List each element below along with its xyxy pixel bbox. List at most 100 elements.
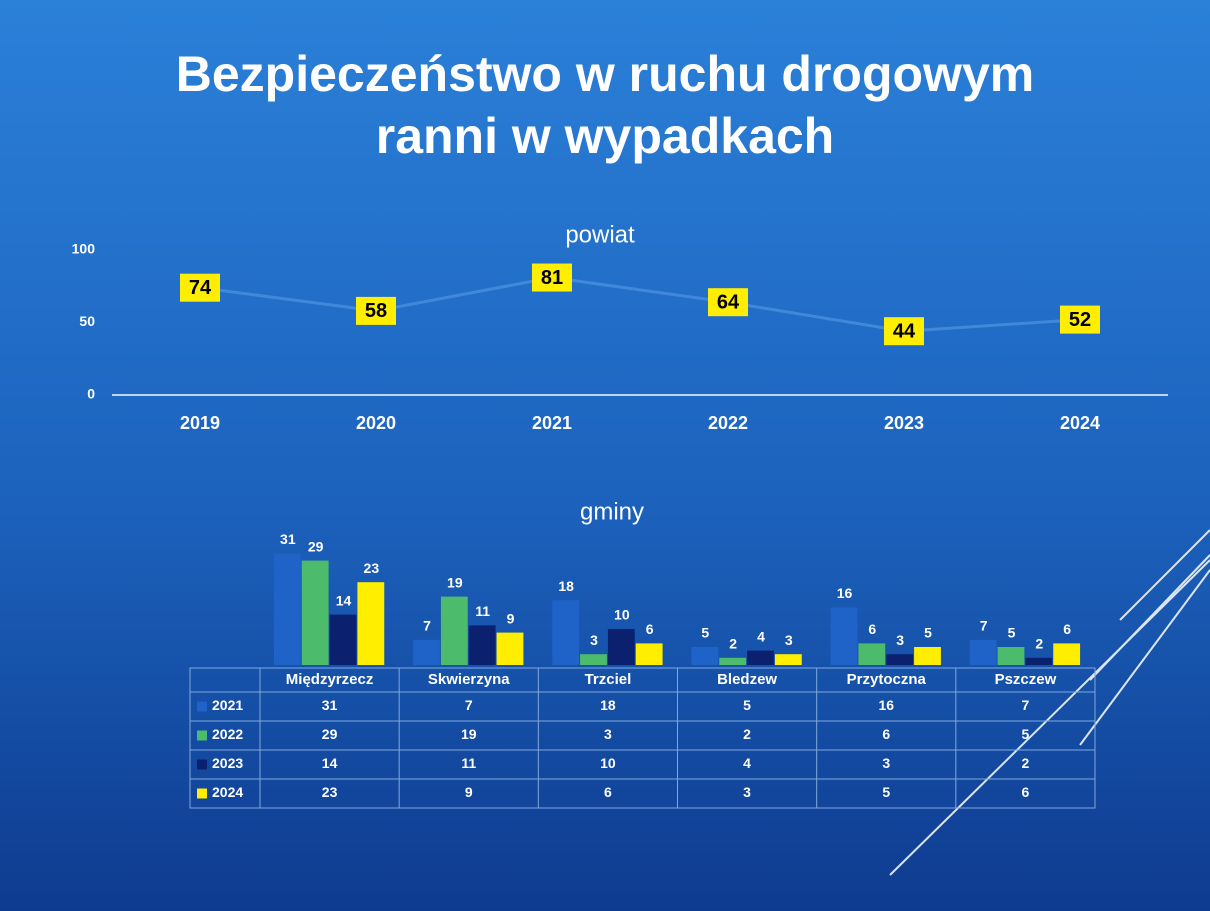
y-tick-label: 50 bbox=[79, 313, 95, 329]
chart-title: gminy bbox=[580, 498, 644, 525]
table-header: Bledzew bbox=[717, 671, 777, 688]
bar bbox=[969, 639, 997, 665]
data-label: 52 bbox=[1069, 309, 1091, 331]
bar bbox=[1025, 657, 1053, 665]
x-tick-label: 2024 bbox=[1060, 413, 1100, 433]
bar bbox=[580, 654, 607, 665]
y-tick-label: 0 bbox=[87, 386, 95, 402]
legend-swatch bbox=[197, 730, 207, 741]
data-label: 7 bbox=[980, 618, 988, 634]
slide-title: ranni w wypadkach bbox=[376, 108, 834, 164]
bar bbox=[607, 629, 635, 665]
table-header: Pszczew bbox=[995, 671, 1057, 688]
x-tick-label: 2020 bbox=[356, 413, 396, 433]
bar bbox=[691, 647, 719, 665]
x-tick-label: 2021 bbox=[532, 413, 572, 433]
table-cell: 3 bbox=[882, 755, 890, 771]
data-label: 7 bbox=[423, 618, 431, 634]
table-cell: 2 bbox=[1022, 755, 1030, 771]
data-label: 16 bbox=[837, 585, 853, 601]
legend-swatch bbox=[197, 701, 207, 712]
data-label: 74 bbox=[189, 277, 212, 299]
table-cell: 7 bbox=[465, 697, 473, 713]
bar bbox=[997, 647, 1025, 665]
data-label: 5 bbox=[924, 625, 932, 641]
data-label: 64 bbox=[717, 291, 740, 313]
bar bbox=[301, 560, 329, 665]
table-cell: 7 bbox=[1022, 697, 1030, 713]
label-box bbox=[180, 273, 220, 302]
bar bbox=[886, 654, 914, 665]
data-label: 2 bbox=[1035, 636, 1043, 652]
legend-label: 2023 bbox=[212, 755, 243, 771]
legend-swatch bbox=[197, 759, 207, 770]
table-cell: 4 bbox=[743, 755, 751, 771]
table-cell: 6 bbox=[604, 784, 612, 800]
data-label: 19 bbox=[447, 574, 463, 590]
x-tick-label: 2019 bbox=[180, 413, 220, 433]
label-box bbox=[532, 263, 572, 292]
bar bbox=[413, 639, 440, 665]
data-label: 3 bbox=[590, 632, 598, 648]
table-cell: 14 bbox=[322, 755, 338, 771]
table-cell: 2 bbox=[743, 726, 751, 742]
table-cell: 5 bbox=[1022, 726, 1030, 742]
bar bbox=[1053, 643, 1081, 665]
table-cell: 5 bbox=[743, 697, 751, 713]
x-tick-label: 2022 bbox=[708, 413, 748, 433]
data-label: 44 bbox=[893, 320, 916, 342]
table-cell: 16 bbox=[878, 697, 894, 713]
data-label: 2 bbox=[729, 636, 737, 652]
data-label: 23 bbox=[364, 560, 380, 576]
bar bbox=[747, 650, 774, 665]
data-label: 6 bbox=[868, 621, 876, 637]
bar bbox=[830, 607, 858, 665]
table-header: Trzciel bbox=[585, 671, 632, 688]
data-label: 11 bbox=[475, 603, 490, 619]
bar bbox=[719, 657, 747, 665]
table-cell: 3 bbox=[743, 784, 751, 800]
bar bbox=[552, 600, 580, 665]
data-label: 18 bbox=[558, 578, 574, 594]
bar bbox=[635, 643, 663, 665]
table-header: Skwierzyna bbox=[428, 671, 510, 688]
data-label: 6 bbox=[1063, 621, 1071, 637]
table-cell: 23 bbox=[322, 784, 338, 800]
bar bbox=[273, 553, 301, 665]
label-box bbox=[708, 288, 748, 317]
table-cell: 29 bbox=[322, 726, 338, 742]
table-cell: 10 bbox=[600, 755, 616, 771]
table-header: Międzyrzecz bbox=[286, 671, 374, 688]
table-cell: 5 bbox=[882, 784, 890, 800]
data-label: 14 bbox=[336, 592, 352, 608]
table-cell: 3 bbox=[604, 726, 612, 742]
decoration bbox=[889, 529, 1210, 876]
legend-label: 2022 bbox=[212, 726, 243, 742]
bar bbox=[496, 632, 524, 665]
table-cell: 19 bbox=[461, 726, 477, 742]
table-cell: 31 bbox=[322, 697, 338, 713]
data-label: 3 bbox=[896, 632, 904, 648]
bar bbox=[914, 647, 941, 665]
table-header: Przytoczna bbox=[847, 671, 927, 688]
data-label: 58 bbox=[365, 300, 387, 322]
bar bbox=[468, 625, 496, 665]
slide-title: Bezpieczeństwo w ruchu drogowym bbox=[176, 46, 1034, 102]
legend-swatch bbox=[197, 788, 207, 799]
label-box bbox=[1060, 305, 1100, 334]
x-tick-label: 2023 bbox=[884, 413, 924, 433]
legend-label: 2024 bbox=[212, 784, 243, 800]
label-box bbox=[356, 296, 396, 325]
data-label: 81 bbox=[541, 267, 563, 289]
table-cell: 18 bbox=[600, 697, 616, 713]
data-label: 6 bbox=[646, 621, 654, 637]
y-tick-label: 100 bbox=[72, 241, 96, 257]
bar bbox=[440, 596, 468, 665]
table-cell: 9 bbox=[465, 784, 473, 800]
data-label: 3 bbox=[785, 632, 793, 648]
table-cell: 11 bbox=[461, 755, 476, 771]
chart-title: powiat bbox=[565, 221, 635, 248]
data-label: 4 bbox=[757, 628, 765, 644]
bar bbox=[357, 582, 385, 665]
